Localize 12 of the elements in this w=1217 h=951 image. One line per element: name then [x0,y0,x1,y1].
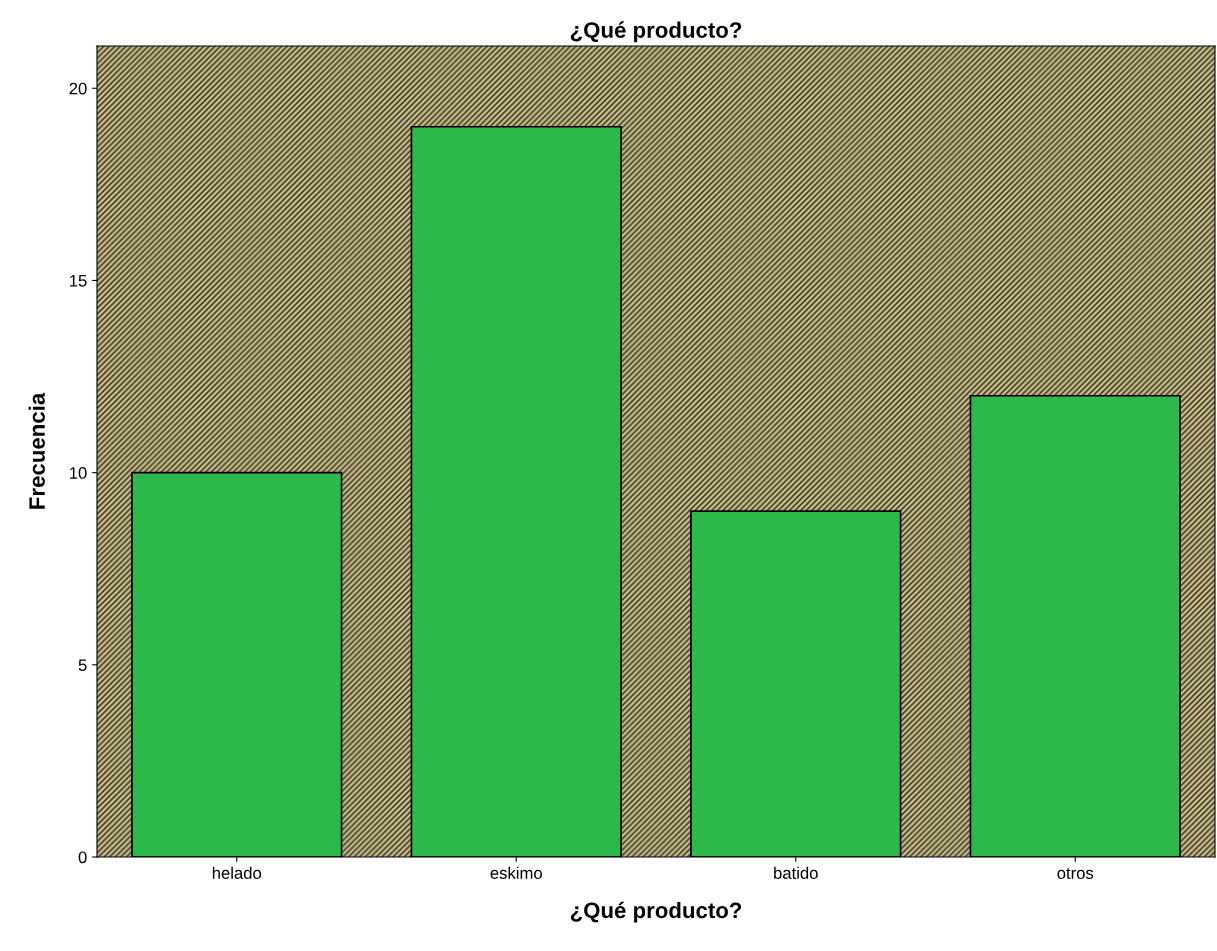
y-tick-label: 5 [78,659,87,672]
y-tick-label: 15 [70,275,87,287]
x-axis-title: ¿Qué producto? [570,901,742,923]
y-tick-label: 10 [70,467,87,479]
y-tick-label: 20 [69,82,87,95]
y-axis-title: Frecuencia [28,392,45,509]
chart-title: ¿Qué producto? [570,21,742,43]
x-tick-label: helado [212,866,262,879]
x-tick-label: batido [774,866,818,879]
y-tick-label: 0 [78,851,87,864]
x-tick-label: eskimo [490,866,542,879]
x-tick-label: otros [1057,868,1094,879]
